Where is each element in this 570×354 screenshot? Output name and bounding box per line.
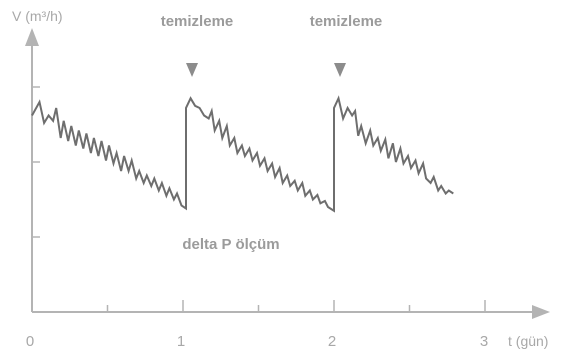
annotation-cleaning-2: temizleme	[310, 13, 383, 30]
annotation-cleaning-1: temizleme	[161, 13, 234, 30]
series-line	[31, 95, 454, 213]
annotation-markers	[186, 63, 346, 77]
x-tick-label: 2	[328, 333, 336, 350]
x-tick-label: 3	[480, 333, 488, 350]
x-tick-label: 1	[177, 333, 185, 350]
axis-ticks	[32, 86, 486, 312]
y-axis-label: V (m³/h)	[12, 8, 63, 24]
x-tick-label: 0	[26, 333, 34, 350]
down-triangle-icon	[334, 63, 346, 77]
annotation-delta-p: delta P ölçüm	[182, 236, 279, 253]
x-axis-label: t (gün)	[508, 333, 548, 349]
x-axis-arrow-icon	[532, 305, 550, 319]
down-triangle-icon	[186, 63, 199, 77]
y-axis-arrow-icon	[25, 28, 39, 46]
